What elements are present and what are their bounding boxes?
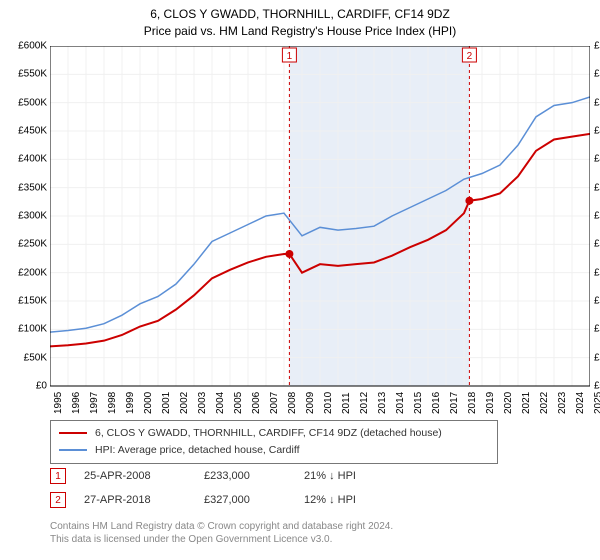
x-axis-label: 2006 <box>251 392 262 414</box>
y-axis-label: £500K <box>594 97 600 108</box>
footer-line-2: This data is licensed under the Open Gov… <box>50 533 393 546</box>
x-axis-label: 2020 <box>503 392 514 414</box>
x-axis-label: 2009 <box>305 392 316 414</box>
x-axis-label: 2018 <box>467 392 478 414</box>
legend: 6, CLOS Y GWADD, THORNHILL, CARDIFF, CF1… <box>50 420 498 464</box>
sale-price: £327,000 <box>204 494 304 506</box>
x-axis-label: 2005 <box>233 392 244 414</box>
legend-label: HPI: Average price, detached house, Card… <box>95 442 300 459</box>
sale-price: £233,000 <box>204 470 304 482</box>
y-axis-label: £200K <box>2 267 47 278</box>
x-axis-label: 2022 <box>539 392 550 414</box>
x-axis-label: 2013 <box>377 392 388 414</box>
x-axis-label: 1998 <box>107 392 118 414</box>
legend-swatch <box>59 449 87 451</box>
y-axis-label: £100K <box>2 324 47 335</box>
x-axis-label: 2011 <box>341 392 352 414</box>
sale-date: 27-APR-2018 <box>84 494 204 506</box>
y-axis-label: £550K <box>2 69 47 80</box>
x-axis-label: 2003 <box>197 392 208 414</box>
y-axis-label: £200K <box>594 267 600 278</box>
chart-title: 6, CLOS Y GWADD, THORNHILL, CARDIFF, CF1… <box>0 0 600 40</box>
sale-row: 1 25-APR-2008£233,00021% ↓ HPI <box>50 468 424 484</box>
y-axis-label: £150K <box>2 296 47 307</box>
footer: Contains HM Land Registry data © Crown c… <box>50 520 393 546</box>
x-axis-label: 2025 <box>593 392 600 414</box>
y-axis-label: £0 <box>594 381 600 392</box>
svg-text:1: 1 <box>287 51 293 62</box>
x-axis-label: 2008 <box>287 392 298 414</box>
sale-delta: 12% ↓ HPI <box>304 494 424 506</box>
x-axis-label: 2007 <box>269 392 280 414</box>
y-axis-label: £400K <box>2 154 47 165</box>
sale-marker: 2 <box>50 492 66 508</box>
x-axis-label: 2001 <box>161 392 172 414</box>
x-axis-label: 1996 <box>71 392 82 414</box>
legend-swatch <box>59 432 87 434</box>
x-axis-label: 2015 <box>413 392 424 414</box>
legend-row: 6, CLOS Y GWADD, THORNHILL, CARDIFF, CF1… <box>59 425 489 442</box>
x-axis-label: 2024 <box>575 392 586 414</box>
sale-marker: 1 <box>50 468 66 484</box>
svg-text:2: 2 <box>467 51 473 62</box>
y-axis-label: £50K <box>2 352 47 363</box>
y-axis-label: £300K <box>2 211 47 222</box>
y-axis-label: £50K <box>594 352 600 363</box>
title-line-2: Price paid vs. HM Land Registry's House … <box>0 23 600 40</box>
x-axis-label: 2017 <box>449 392 460 414</box>
chart-svg: 12 <box>50 46 590 410</box>
x-axis-label: 1999 <box>125 392 136 414</box>
y-axis-label: £0 <box>2 381 47 392</box>
y-axis-label: £350K <box>594 182 600 193</box>
sale-date: 25-APR-2008 <box>84 470 204 482</box>
sale-row: 2 27-APR-2018£327,00012% ↓ HPI <box>50 492 424 508</box>
x-axis-label: 2002 <box>179 392 190 414</box>
y-axis-label: £550K <box>594 69 600 80</box>
legend-row: HPI: Average price, detached house, Card… <box>59 442 489 459</box>
y-axis-label: £250K <box>594 239 600 250</box>
y-axis-label: £100K <box>594 324 600 335</box>
x-axis-label: 1995 <box>53 392 64 414</box>
y-axis-label: £450K <box>2 126 47 137</box>
x-axis-label: 2021 <box>521 392 532 414</box>
y-axis-label: £500K <box>2 97 47 108</box>
y-axis-label: £600K <box>594 41 600 52</box>
x-axis-label: 2023 <box>557 392 568 414</box>
x-axis-label: 2016 <box>431 392 442 414</box>
y-axis-label: £150K <box>594 296 600 307</box>
x-axis-label: 2010 <box>323 392 334 414</box>
footer-line-1: Contains HM Land Registry data © Crown c… <box>50 520 393 533</box>
y-axis-label: £400K <box>594 154 600 165</box>
y-axis-label: £350K <box>2 182 47 193</box>
y-axis-label: £300K <box>594 211 600 222</box>
y-axis-label: £450K <box>594 126 600 137</box>
legend-label: 6, CLOS Y GWADD, THORNHILL, CARDIFF, CF1… <box>95 425 442 442</box>
x-axis-label: 2012 <box>359 392 370 414</box>
x-axis-label: 2004 <box>215 392 226 414</box>
y-axis-label: £600K <box>2 41 47 52</box>
sale-delta: 21% ↓ HPI <box>304 470 424 482</box>
x-axis-label: 1997 <box>89 392 100 414</box>
sales-list: 1 25-APR-2008£233,00021% ↓ HPI 2 27-APR-201… <box>50 468 424 516</box>
title-line-1: 6, CLOS Y GWADD, THORNHILL, CARDIFF, CF1… <box>0 6 600 23</box>
chart-area: 12 <box>50 46 590 410</box>
x-axis-label: 2014 <box>395 392 406 414</box>
x-axis-label: 2019 <box>485 392 496 414</box>
x-axis-label: 2000 <box>143 392 154 414</box>
y-axis-label: £250K <box>2 239 47 250</box>
